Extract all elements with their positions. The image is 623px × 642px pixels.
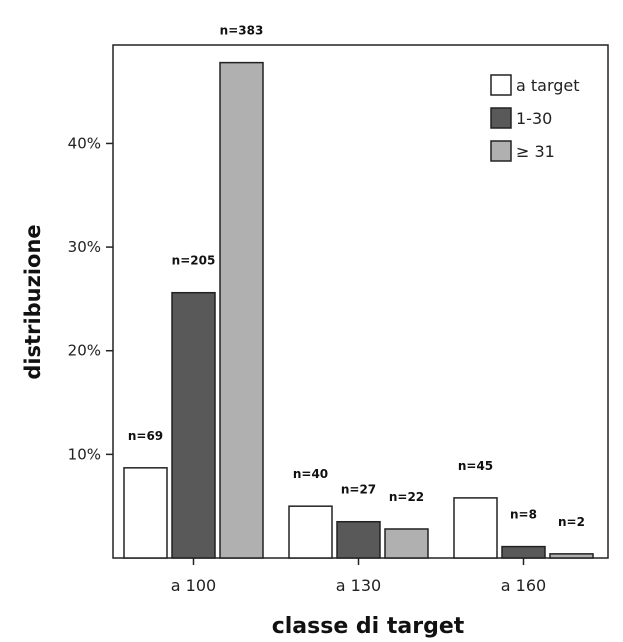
legend-swatch xyxy=(490,107,512,129)
bar xyxy=(336,520,381,559)
legend-label: ≥ 31 xyxy=(516,142,555,161)
count-label: n=8 xyxy=(510,508,537,522)
count-label: n=45 xyxy=(458,459,493,473)
legend: a target 1-30 ≥ 31 xyxy=(490,74,580,162)
bar xyxy=(219,61,264,559)
count-label: n=27 xyxy=(341,483,376,497)
count-label: n=2 xyxy=(558,515,585,529)
count-label: n=205 xyxy=(172,254,216,268)
count-label: n=40 xyxy=(293,467,328,481)
y-axis: 10% 20% 30% 40% xyxy=(68,134,113,463)
x-axis-title: classe di target xyxy=(272,614,465,639)
y-tick-label: 20% xyxy=(68,342,101,360)
y-tick-label: 40% xyxy=(68,134,101,152)
x-tick-label: a 100 xyxy=(171,576,216,595)
bar xyxy=(549,553,594,559)
bars xyxy=(123,61,594,559)
bar xyxy=(123,467,168,559)
x-tick-label: a 130 xyxy=(336,576,381,595)
bar xyxy=(384,528,429,559)
count-label: n=383 xyxy=(220,24,264,38)
count-labels: n=69 n=205 n=383 n=40 n=27 n=22 n=45 n=8 n=2 xyxy=(128,24,585,529)
y-tick-label: 10% xyxy=(68,445,101,463)
bar xyxy=(171,291,216,559)
bar xyxy=(453,497,498,559)
x-tick-label: a 160 xyxy=(501,576,546,595)
count-label: n=69 xyxy=(128,429,163,443)
y-tick-label: 30% xyxy=(68,238,101,256)
legend-label: a target xyxy=(516,76,580,95)
legend-swatch xyxy=(490,74,512,96)
bar xyxy=(288,505,333,559)
count-label: n=22 xyxy=(389,490,424,504)
bar xyxy=(501,545,546,559)
x-axis: a 100 a 130 a 160 xyxy=(171,558,546,595)
legend-swatch xyxy=(490,140,512,162)
y-axis-title: distribuzione xyxy=(21,224,45,379)
legend-label: 1-30 xyxy=(516,109,552,128)
